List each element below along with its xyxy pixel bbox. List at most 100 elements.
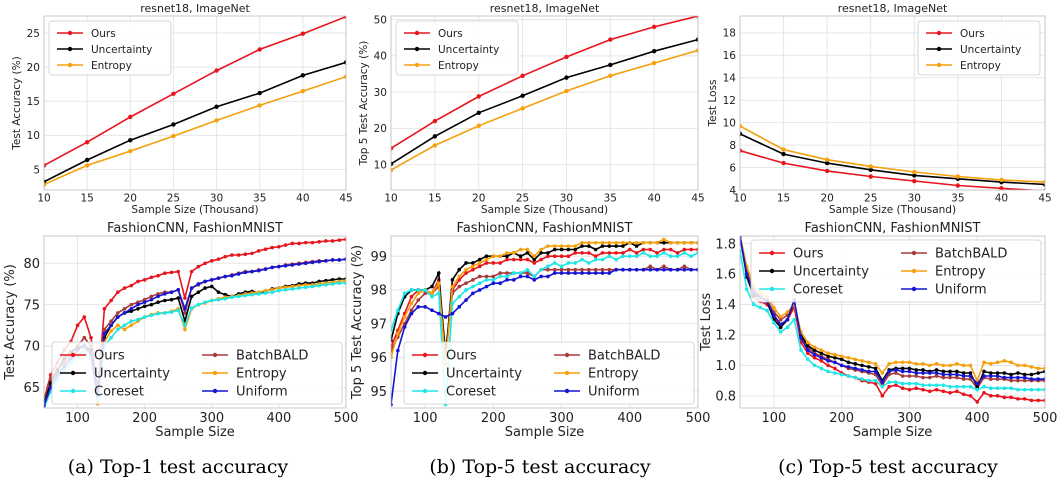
plot-frame xyxy=(390,15,699,191)
data-point xyxy=(476,94,481,99)
legend-marker xyxy=(70,370,76,376)
data-point xyxy=(866,369,871,374)
y-axis-label: Top 5 Test Accuracy (%) xyxy=(350,245,365,400)
data-point xyxy=(573,267,577,272)
data-point xyxy=(1022,363,1027,368)
data-point xyxy=(1002,371,1007,375)
y-tick-label: 10 xyxy=(374,159,387,171)
data-point xyxy=(343,74,346,79)
x-tick-label: 200 xyxy=(481,411,506,426)
data-point xyxy=(559,244,564,248)
data-point xyxy=(887,384,891,389)
data-point xyxy=(343,60,346,65)
data-point xyxy=(518,254,523,259)
legend-label: Coreset xyxy=(446,385,496,400)
data-point xyxy=(539,251,543,255)
data-point xyxy=(914,381,919,386)
data-point xyxy=(337,258,342,262)
data-point xyxy=(662,267,666,272)
data-point xyxy=(498,271,502,275)
data-point xyxy=(621,251,625,255)
data-point xyxy=(520,93,525,98)
data-point xyxy=(136,317,140,322)
y-tick-label: 70 xyxy=(23,340,40,355)
data-point xyxy=(805,351,810,356)
legend-label: Uncertainty xyxy=(446,367,522,382)
data-point xyxy=(1009,386,1013,391)
series-line xyxy=(391,268,698,405)
legend-marker xyxy=(67,46,73,52)
series-line xyxy=(391,16,698,149)
data-point xyxy=(457,305,462,309)
data-point xyxy=(203,300,207,304)
data-point xyxy=(44,182,47,187)
data-point xyxy=(587,261,591,265)
data-point xyxy=(122,327,127,332)
legend-box xyxy=(51,341,343,405)
legend: Ours Uncertainty Entropy xyxy=(395,20,519,76)
legend-box xyxy=(750,239,1042,303)
data-point xyxy=(1022,375,1027,380)
series-line xyxy=(44,75,346,186)
data-point xyxy=(833,352,837,357)
data-point xyxy=(391,402,393,407)
data-point xyxy=(696,240,698,245)
data-point xyxy=(955,174,961,179)
data-point xyxy=(450,284,455,289)
data-point xyxy=(627,254,632,259)
data-point xyxy=(216,297,221,302)
data-point xyxy=(812,348,817,352)
data-point xyxy=(907,387,912,392)
data-point xyxy=(778,317,783,322)
legend-label: Entropy xyxy=(588,367,639,382)
data-point xyxy=(614,244,618,248)
data-point xyxy=(907,381,912,386)
data-point xyxy=(921,371,925,375)
data-point xyxy=(270,290,274,295)
data-point xyxy=(443,315,448,319)
data-point xyxy=(1002,395,1007,400)
y-tick-label: 30 xyxy=(374,87,387,99)
data-point xyxy=(934,362,939,366)
data-point xyxy=(136,300,140,304)
data-point xyxy=(216,257,221,261)
data-point xyxy=(122,323,127,328)
data-point xyxy=(303,240,308,245)
data-point xyxy=(149,294,154,299)
data-point xyxy=(169,290,174,295)
data-point xyxy=(799,336,803,340)
x-tick-label: 45 xyxy=(691,193,704,205)
data-point xyxy=(566,261,571,265)
legend-label: Uniform xyxy=(588,385,640,400)
data-point xyxy=(1043,387,1045,392)
data-point xyxy=(330,278,335,282)
y-tick-label: 1.0 xyxy=(715,359,736,374)
data-point xyxy=(471,264,475,269)
x-tick-label: 10 xyxy=(384,193,397,205)
data-point xyxy=(941,369,946,374)
data-point xyxy=(270,265,274,270)
data-point xyxy=(948,369,952,374)
chart-title: resnet18, ImageNet xyxy=(838,2,948,15)
plot-frame xyxy=(43,15,347,191)
x-tick-label: 45 xyxy=(339,193,352,205)
y-tick-label: 80 xyxy=(23,257,40,272)
legend-label: Coreset xyxy=(793,283,843,298)
data-point xyxy=(846,360,851,365)
data-point xyxy=(1029,377,1034,381)
data-point xyxy=(128,137,133,143)
y-tick-label: 5 xyxy=(33,164,40,176)
y-axis-label: Test Loss xyxy=(707,79,719,127)
data-point xyxy=(337,281,342,285)
data-point xyxy=(853,375,858,380)
data-point xyxy=(436,281,441,286)
data-point xyxy=(477,264,482,269)
data-point xyxy=(600,251,605,255)
legend: Ours BatchBALD Uncertainty Entropy Coreset Un… xyxy=(750,239,1042,303)
y-tick-label: 20 xyxy=(374,123,387,135)
x-tick-label: 45 xyxy=(1038,193,1051,205)
x-tick-label: 300 xyxy=(549,411,574,426)
data-point xyxy=(391,355,393,360)
data-point xyxy=(1043,366,1045,371)
data-point xyxy=(236,294,241,299)
